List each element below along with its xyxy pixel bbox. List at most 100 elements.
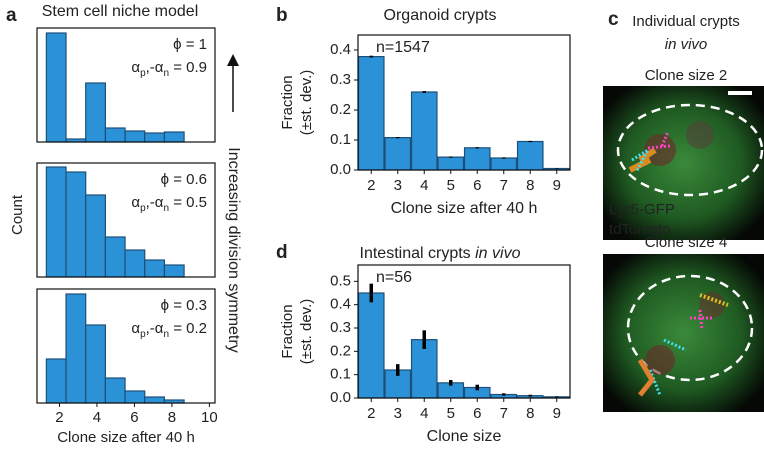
phi-label: ϕ = 1 <box>173 36 207 53</box>
x-tick-label: 6 <box>473 177 481 194</box>
micrograph <box>603 254 764 412</box>
cell <box>699 292 725 318</box>
bar <box>85 82 106 143</box>
y-tick-label: 0.1 <box>330 366 351 383</box>
x-tick-label: 8 <box>526 405 534 422</box>
clone-cell <box>637 358 656 397</box>
x-tick-label: 8 <box>168 409 176 426</box>
chart-title: Stem cell niche model <box>42 3 199 20</box>
panel-letter: b <box>276 5 288 26</box>
chart-title: Organoid crypts <box>384 7 497 24</box>
legend-entry: Lgr5-GFP <box>609 201 675 218</box>
panel-letter: d <box>276 242 288 263</box>
x-tick-label: 5 <box>447 177 455 194</box>
x-tick-label: 4 <box>93 409 101 426</box>
image-caption: Clone size 4 <box>645 234 728 251</box>
title-text: Stem cell niche model <box>42 3 199 20</box>
alpha-part: = 0.9 <box>169 59 207 76</box>
x-axis-label: Clone size after 40 h <box>57 429 195 446</box>
bar <box>124 249 146 278</box>
x-axis-label: Clone size <box>427 428 502 445</box>
trace <box>699 293 729 307</box>
axes-frame <box>357 264 571 399</box>
x-tick-label: 2 <box>367 177 375 194</box>
bar <box>410 91 438 171</box>
bar <box>85 194 106 278</box>
title-italic: in vivo <box>475 245 520 262</box>
cell <box>645 345 675 375</box>
trace <box>648 338 687 396</box>
x-tick-label: 9 <box>553 405 561 422</box>
crypt-images: Individual crypts in vivo Clone size 2 L… <box>603 13 764 412</box>
bar <box>124 130 146 143</box>
alpha-part: n <box>163 203 169 214</box>
x-tick-label: 8 <box>526 177 534 194</box>
crypt-outline <box>616 103 764 197</box>
trace <box>647 131 671 150</box>
alpha-label: αp,-αn = 0.2 <box>131 320 207 340</box>
bar <box>357 292 385 399</box>
title-text: Intestinal crypts <box>360 245 471 262</box>
y-tick-label: 0.2 <box>330 342 351 359</box>
x-tick-label: 3 <box>394 177 402 194</box>
alpha-part: α <box>131 194 140 211</box>
alpha-part: = 0.5 <box>169 194 207 211</box>
y-tick-label: 0.4 <box>330 296 351 313</box>
trace <box>690 309 712 331</box>
bar <box>163 264 185 278</box>
bar <box>357 55 385 171</box>
bar <box>163 131 185 143</box>
bar <box>437 156 465 171</box>
alpha-part: ,-α <box>146 59 164 76</box>
alpha-part: n <box>163 329 169 340</box>
alpha-part: α <box>131 320 140 337</box>
axes-frame <box>36 27 216 143</box>
axes-frame <box>36 162 216 278</box>
x-tick-label: 6 <box>473 405 481 422</box>
bar <box>65 293 87 404</box>
bar <box>490 157 518 171</box>
alpha-part: ,-α <box>146 194 164 211</box>
cell <box>644 134 676 166</box>
bar <box>85 324 106 404</box>
y-axis-label: (±st. dev.) <box>298 299 315 364</box>
bar <box>124 390 146 404</box>
cell <box>686 121 714 149</box>
alpha-label: αp,-αn = 0.9 <box>131 59 207 79</box>
bar <box>65 171 87 278</box>
y-tick-label: 0.0 <box>330 161 351 178</box>
bar <box>104 236 126 278</box>
image-title: Individual crypts <box>632 13 740 30</box>
image-title: in vivo <box>665 36 708 53</box>
alpha-part: n <box>163 68 169 79</box>
bar <box>104 377 126 404</box>
x-tick-label: 2 <box>55 409 63 426</box>
legend-entry: tdTomato <box>609 221 671 238</box>
y-tick-label: 0.1 <box>330 131 351 148</box>
y-axis-label: Fraction <box>279 304 296 358</box>
alpha-label: αp,-αn = 0.5 <box>131 194 207 214</box>
y-tick-label: 0.3 <box>330 71 351 88</box>
phi-label: ϕ = 0.3 <box>161 297 207 314</box>
axes-frame <box>357 34 571 171</box>
y-axis-label: (±st. dev.) <box>298 70 315 135</box>
annotation: n=1547 <box>376 39 430 56</box>
x-tick-label: 3 <box>394 405 402 422</box>
y-axis-label: Count <box>9 194 26 235</box>
alpha-part: p <box>140 203 146 214</box>
alpha-part: α <box>131 59 140 76</box>
axes-frame <box>36 288 216 404</box>
chart-title: Intestinal crypts in vivo <box>360 245 521 262</box>
x-tick-label: 7 <box>500 177 508 194</box>
title-text: Organoid crypts <box>384 7 497 24</box>
bar <box>516 140 544 171</box>
annotation: n=56 <box>376 269 412 286</box>
bar <box>45 32 67 143</box>
y-tick-label: 0.2 <box>330 101 351 118</box>
alpha-part: p <box>140 68 146 79</box>
bar <box>144 132 166 143</box>
image-caption: Clone size 2 <box>645 67 728 84</box>
bar <box>104 127 126 143</box>
